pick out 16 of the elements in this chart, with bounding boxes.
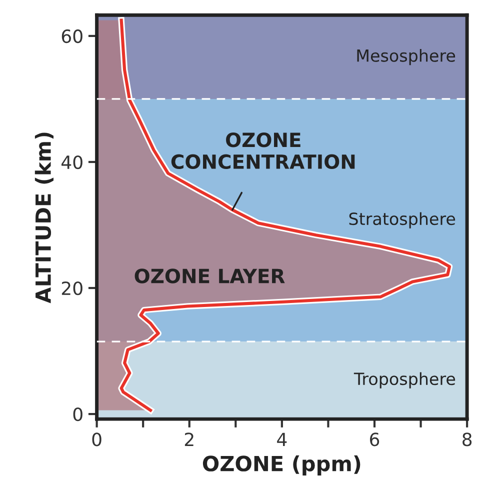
y-tick-label: 40 <box>62 155 82 170</box>
band-label: Troposphere <box>354 372 456 388</box>
x-tick-label: 4 <box>277 432 287 446</box>
annotation: OZONE CONCENTRATION <box>171 132 355 170</box>
annotation: OZONE LAYER <box>134 268 285 284</box>
band-label: Mesosphere <box>357 49 456 66</box>
x-tick-label: 8 <box>462 432 472 446</box>
band-label: Stratosphere <box>349 212 456 228</box>
y-tick-label: 20 <box>62 281 82 296</box>
x-tick-label: 2 <box>184 432 194 446</box>
x-tick-label: 6 <box>370 432 380 446</box>
x-tick-label: 0 <box>92 432 102 446</box>
y-tick-label: 60 <box>62 29 82 44</box>
x-axis-title: OZONE (ppm) <box>202 455 360 476</box>
y-tick-label: 0 <box>73 407 82 422</box>
y-axis-title: ALTITUDE (km) <box>34 132 54 304</box>
